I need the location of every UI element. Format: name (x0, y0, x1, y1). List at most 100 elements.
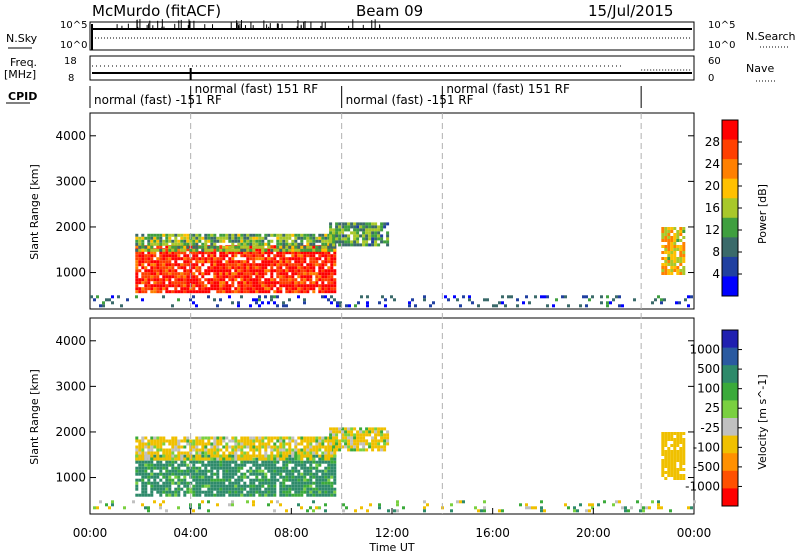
heat-cell (150, 472, 154, 476)
heat-cell (228, 460, 232, 464)
heat-cell (144, 460, 148, 464)
heat-cell (135, 295, 138, 299)
heat-cell (303, 454, 307, 458)
heat-cell (141, 263, 145, 267)
heat-cell (141, 254, 145, 258)
heat-cell (165, 287, 169, 291)
heat-cell (204, 490, 208, 494)
heat-cell (159, 457, 163, 461)
heat-cell (667, 236, 671, 239)
heat-cell (282, 254, 286, 258)
heat-cell (204, 269, 208, 273)
heat-cell (147, 269, 151, 273)
heat-cell (288, 298, 291, 302)
heat-cell (291, 466, 295, 470)
heat-cell (306, 439, 310, 443)
heat-cell (312, 233, 316, 237)
heat-cell (661, 447, 665, 450)
heat-cell (204, 284, 208, 288)
heat-cell (321, 272, 325, 276)
heat-cell (240, 248, 244, 252)
heat-cell (318, 278, 322, 282)
heat-cell (255, 454, 259, 458)
heat-cell (285, 287, 289, 291)
heat-cell (192, 439, 196, 443)
heat-cell (341, 234, 345, 238)
heat-cell (156, 287, 160, 291)
heat-cell (378, 301, 381, 305)
heat-cell (324, 457, 328, 461)
heat-cell (327, 448, 331, 452)
heat-cell (664, 263, 668, 266)
heat-cell (297, 503, 300, 507)
heat-cell (246, 260, 250, 264)
heat-cell (312, 260, 316, 264)
heat-cell (667, 239, 671, 242)
heat-cell (207, 500, 210, 504)
heat-cell (162, 457, 166, 461)
heat-cell (306, 284, 310, 288)
heat-cell (174, 284, 178, 288)
heat-cell (231, 245, 235, 249)
heat-cell (222, 272, 226, 276)
heat-cell (165, 272, 169, 276)
heat-cell (306, 266, 310, 270)
heat-cell (234, 263, 238, 267)
heat-cell (350, 222, 354, 226)
heat-cell (144, 475, 148, 479)
heat-cell (234, 454, 238, 458)
heat-cell (531, 506, 534, 510)
heat-cell (270, 490, 274, 494)
heat-cell (347, 442, 351, 446)
heat-cell (249, 454, 253, 458)
heat-cell (365, 231, 369, 235)
heat-cell (282, 301, 285, 305)
heat-cell (198, 266, 202, 270)
heat-cell (249, 257, 253, 261)
heat-cell (240, 263, 244, 267)
heat-cell (294, 439, 298, 443)
heat-cell (135, 466, 139, 470)
heat-cell (303, 266, 307, 270)
heat-cell (483, 506, 486, 510)
heat-cell (138, 448, 142, 452)
heat-cell (144, 469, 148, 473)
heat-cell (294, 278, 298, 282)
heat-cell (180, 290, 184, 294)
heat-cell (309, 490, 313, 494)
velocity-colorbar-frame (721, 329, 739, 507)
heat-cell (222, 481, 226, 485)
heat-cell (285, 260, 289, 264)
heat-cell (309, 245, 313, 249)
heat-cell (315, 484, 319, 488)
heat-cell (333, 287, 337, 291)
heat-cell (210, 451, 214, 455)
heat-cell (312, 472, 316, 476)
heat-cell (174, 248, 178, 252)
heat-cell (270, 284, 274, 288)
heat-cell (165, 469, 169, 473)
heat-cell (329, 433, 333, 437)
heat-cell (682, 248, 686, 251)
heat-cell (237, 484, 241, 488)
heat-cell (156, 239, 160, 243)
heat-cell (303, 460, 307, 464)
heat-cell (195, 460, 199, 464)
heat-cell (321, 457, 325, 461)
x-tick-label: 00:00 (73, 526, 108, 540)
heat-cell (207, 454, 211, 458)
heat-cell (330, 278, 334, 282)
heat-cell (258, 272, 262, 276)
heat-cell (344, 445, 348, 449)
heat-cell (270, 233, 274, 237)
heat-cell (383, 445, 387, 449)
heat-cell (267, 466, 271, 470)
heat-cell (318, 236, 322, 240)
heat-cell (324, 448, 328, 452)
heat-cell (350, 225, 354, 229)
heat-cell (165, 481, 169, 485)
heat-cell (228, 457, 232, 461)
heat-cell (225, 275, 229, 279)
heat-cell (661, 266, 665, 269)
heat-cell (213, 284, 217, 288)
